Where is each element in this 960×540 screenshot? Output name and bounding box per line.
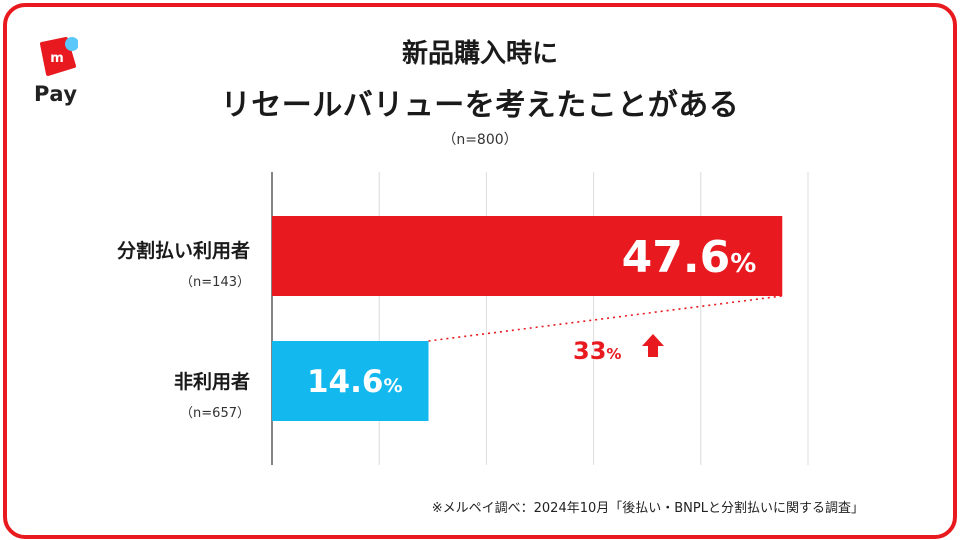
annotation: 33% [428, 295, 783, 365]
growth-unit: % [606, 345, 621, 363]
growth-annotation: 33% [573, 337, 621, 365]
merpay-logo-icon: m [40, 37, 78, 76]
category-row-2: 非利用者 （n=657） [174, 367, 250, 421]
category-label: 分割払い利用者 [116, 240, 250, 262]
data-label-2: 14.6% [307, 364, 403, 400]
category-label: 非利用者 [173, 371, 250, 393]
bar-1 [272, 216, 783, 296]
grid-lines [271, 172, 809, 465]
brand-name: Pay [34, 82, 78, 106]
footnote: ※メルペイ調べ：2024年10月「後払い・BNPLと分割払いに関する調査」 [431, 501, 864, 516]
data-label-unit: % [383, 375, 402, 397]
category-sample-size: （n=143） [180, 275, 250, 290]
connector-dotted-line [428, 295, 783, 342]
data-label-1: 47.6% [622, 232, 757, 283]
brand-logo: m Pay [30, 32, 94, 116]
svg-text:m: m [50, 51, 64, 66]
page-title-line2: リセールバリューを考えたことがある [220, 88, 740, 123]
category-row-1: 分割払い利用者 （n=143） [117, 236, 250, 290]
data-label-value: 47.6 [622, 232, 731, 283]
arrow-up-icon [642, 334, 664, 357]
page-title-line1: 新品購入時に [401, 39, 558, 69]
category-sample-size: （n=657） [180, 406, 250, 421]
bars: 47.6%14.6% [272, 216, 783, 421]
growth-value: 33 [573, 337, 606, 365]
data-label-unit: % [730, 249, 756, 279]
data-label-value: 14.6 [307, 364, 384, 400]
sample-size: （n=800） [442, 132, 518, 148]
bar-2 [272, 341, 429, 421]
